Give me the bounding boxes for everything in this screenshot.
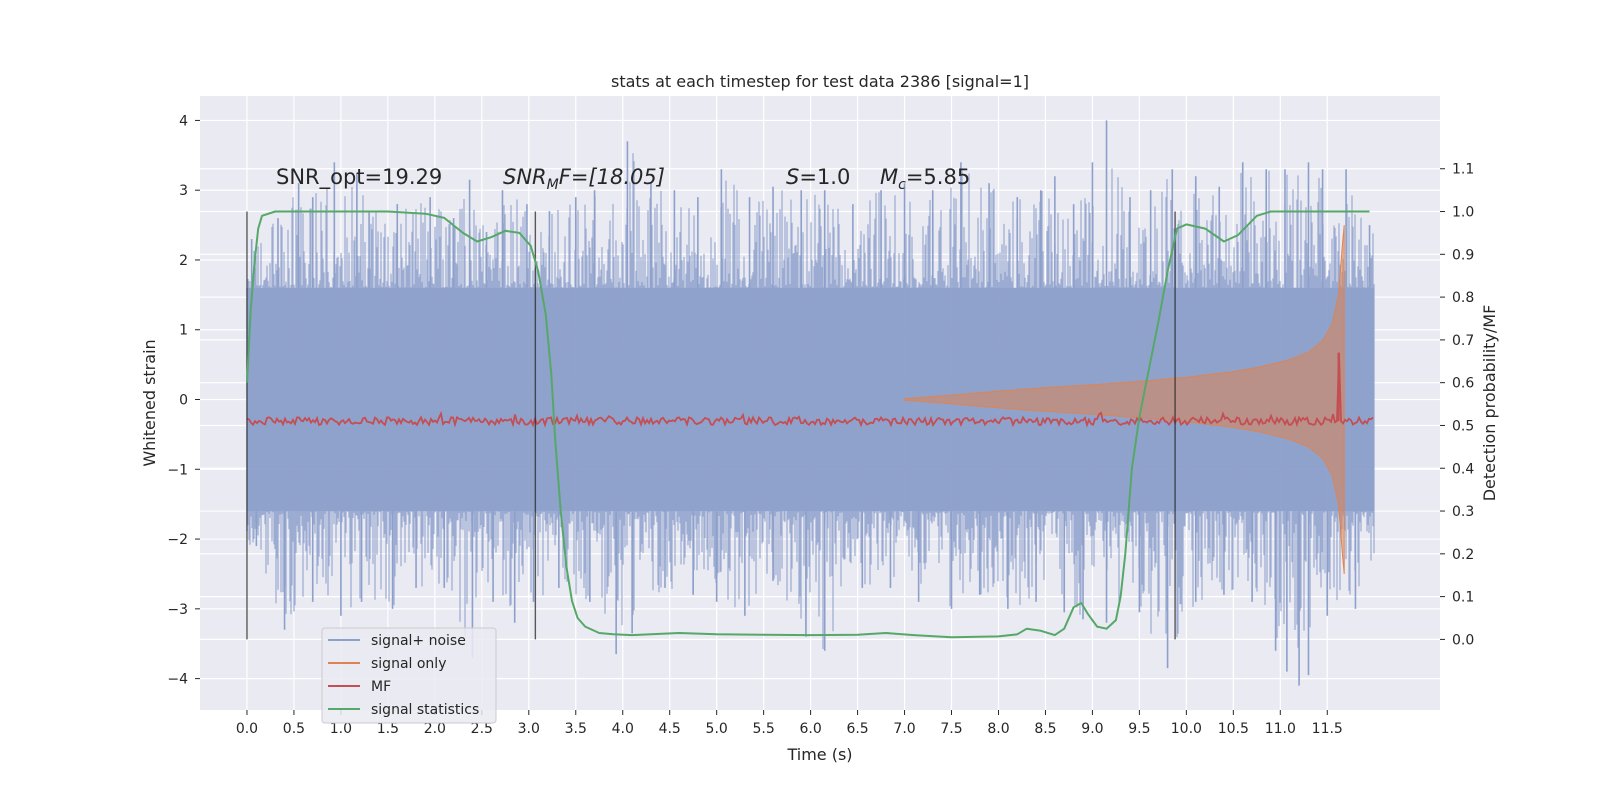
mf-line: [246, 352, 1374, 428]
signal-only-series: [904, 225, 1345, 574]
x-tick-label: 8.5: [1034, 721, 1056, 737]
x-tick-label: 7.5: [940, 721, 962, 737]
y2-tick-label: 0.4: [1452, 461, 1474, 477]
x-tick-label: 10.0: [1171, 721, 1202, 737]
x-tick-label: 11.0: [1265, 721, 1296, 737]
y2-tick-label: 0.2: [1452, 547, 1474, 563]
y-tick-label: 1: [179, 323, 188, 339]
y-tick-label: 4: [179, 113, 188, 129]
vertical-markers: [246, 211, 1176, 640]
x-tick-label: 11.5: [1312, 721, 1343, 737]
y2-tick-label: 0.3: [1452, 504, 1474, 520]
legend: signal+ noise signal only MF signal stat…: [321, 627, 497, 724]
y2-tick-label: 0.8: [1452, 290, 1474, 306]
x-tick-label: 9.5: [1128, 721, 1150, 737]
x-axis-label: Time (s): [786, 745, 852, 764]
x-tick-label: 1.0: [330, 721, 352, 737]
x-tick-label: 4.0: [612, 721, 634, 737]
x-tick-label: 2.5: [471, 721, 493, 737]
mf-series: [246, 352, 1374, 428]
x-tick-label: 1.5: [377, 721, 399, 737]
y2-tick-label: 0.1: [1452, 590, 1474, 606]
y2-ticks: 1.1 1.0 0.9 0.8 0.7 0.6 0.5 0.4 0.3 0.2 0.1 0.0: [1440, 162, 1474, 648]
y-tick-label: −2: [167, 532, 188, 548]
y-tick-label: −4: [167, 672, 188, 688]
y2-tick-label: 0.6: [1452, 376, 1474, 392]
annotation-snr-mf: SNRMF=[18.05]: [503, 165, 665, 193]
signal-statistics-line: [246, 210, 1370, 639]
x-tick-label: 3.5: [565, 721, 587, 737]
y-tick-label: 2: [179, 253, 188, 269]
annotation-mc: Mc=5.85: [880, 165, 970, 193]
annotation-snr-opt: SNR_opt=19.29: [276, 165, 442, 190]
y-tick-label: −3: [167, 602, 188, 618]
y2-tick-label: 0.5: [1452, 418, 1474, 434]
legend-label-mf: MF: [371, 679, 391, 695]
y2-tick-label: 0.7: [1452, 333, 1474, 349]
x-tick-label: 0.5: [283, 721, 305, 737]
annotation-s: S=1.0: [786, 165, 850, 189]
x-tick-label: 0.0: [236, 721, 258, 737]
y-axis-label: Whitened strain: [140, 339, 159, 466]
y-tick-label: 0: [179, 393, 188, 409]
y2-tick-label: 1.1: [1452, 162, 1474, 178]
legend-box: [321, 627, 497, 724]
x-tick-label: 3.0: [518, 721, 540, 737]
x-tick-label: 9.0: [1081, 721, 1103, 737]
y-ticks: 4 3 2 1 0 −1 −2 −3 −4: [167, 113, 200, 688]
y2-axis-label: Detection probability/MF: [1480, 305, 1499, 502]
x-tick-label: 2.0: [424, 721, 446, 737]
legend-label-signal-only: signal only: [371, 656, 446, 672]
x-tick-label: 6.5: [846, 721, 868, 737]
y-tick-label: −1: [167, 462, 188, 478]
x-tick-label: 10.5: [1218, 721, 1249, 737]
x-tick-label: 5.0: [706, 721, 728, 737]
y2-tick-label: 0.9: [1452, 247, 1474, 263]
x-tick-label: 7.0: [893, 721, 915, 737]
signal-only-envelope: [904, 225, 1345, 574]
y-tick-label: 3: [179, 183, 188, 199]
legend-label-signal-statistics: signal statistics: [371, 702, 479, 718]
x-tick-label: 4.5: [659, 721, 681, 737]
legend-label-signal-noise: signal+ noise: [371, 633, 466, 649]
signal-statistics-series: [246, 210, 1370, 639]
x-tick-label: 5.5: [753, 721, 775, 737]
x-tick-label: 6.0: [799, 721, 821, 737]
x-ticks: 0.0 0.5 1.0 1.5 2.0 2.5 3.0 3.5 4.0 4.5 5.0 5.5 6.0 6…: [236, 710, 1343, 737]
chart-title: stats at each timestep for test data 238…: [611, 72, 1029, 91]
y2-tick-label: 1.0: [1452, 205, 1474, 221]
y2-tick-label: 0.0: [1452, 632, 1474, 648]
x-tick-label: 8.0: [987, 721, 1009, 737]
